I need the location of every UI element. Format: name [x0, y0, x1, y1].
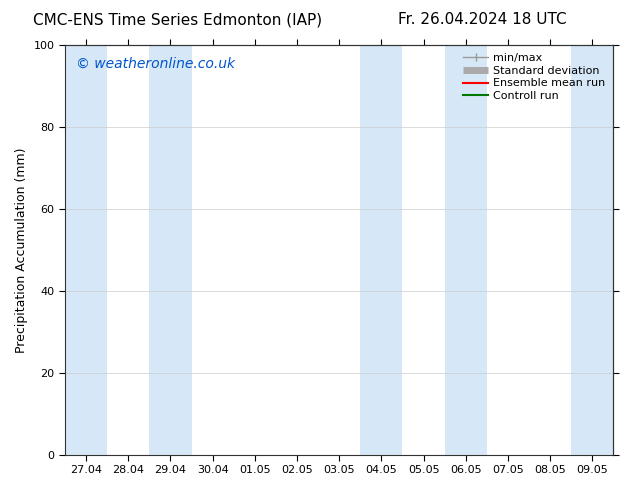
Y-axis label: Precipitation Accumulation (mm): Precipitation Accumulation (mm)	[15, 147, 28, 353]
Bar	[571, 45, 614, 455]
Text: © weatheronline.co.uk: © weatheronline.co.uk	[76, 57, 235, 72]
Bar	[65, 45, 107, 455]
Bar	[150, 45, 191, 455]
Bar	[360, 45, 403, 455]
Text: CMC-ENS Time Series Edmonton (IAP): CMC-ENS Time Series Edmonton (IAP)	[33, 12, 322, 27]
Legend: min/max, Standard deviation, Ensemble mean run, Controll run: min/max, Standard deviation, Ensemble me…	[461, 50, 608, 103]
Text: Fr. 26.04.2024 18 UTC: Fr. 26.04.2024 18 UTC	[398, 12, 566, 27]
Bar	[444, 45, 487, 455]
